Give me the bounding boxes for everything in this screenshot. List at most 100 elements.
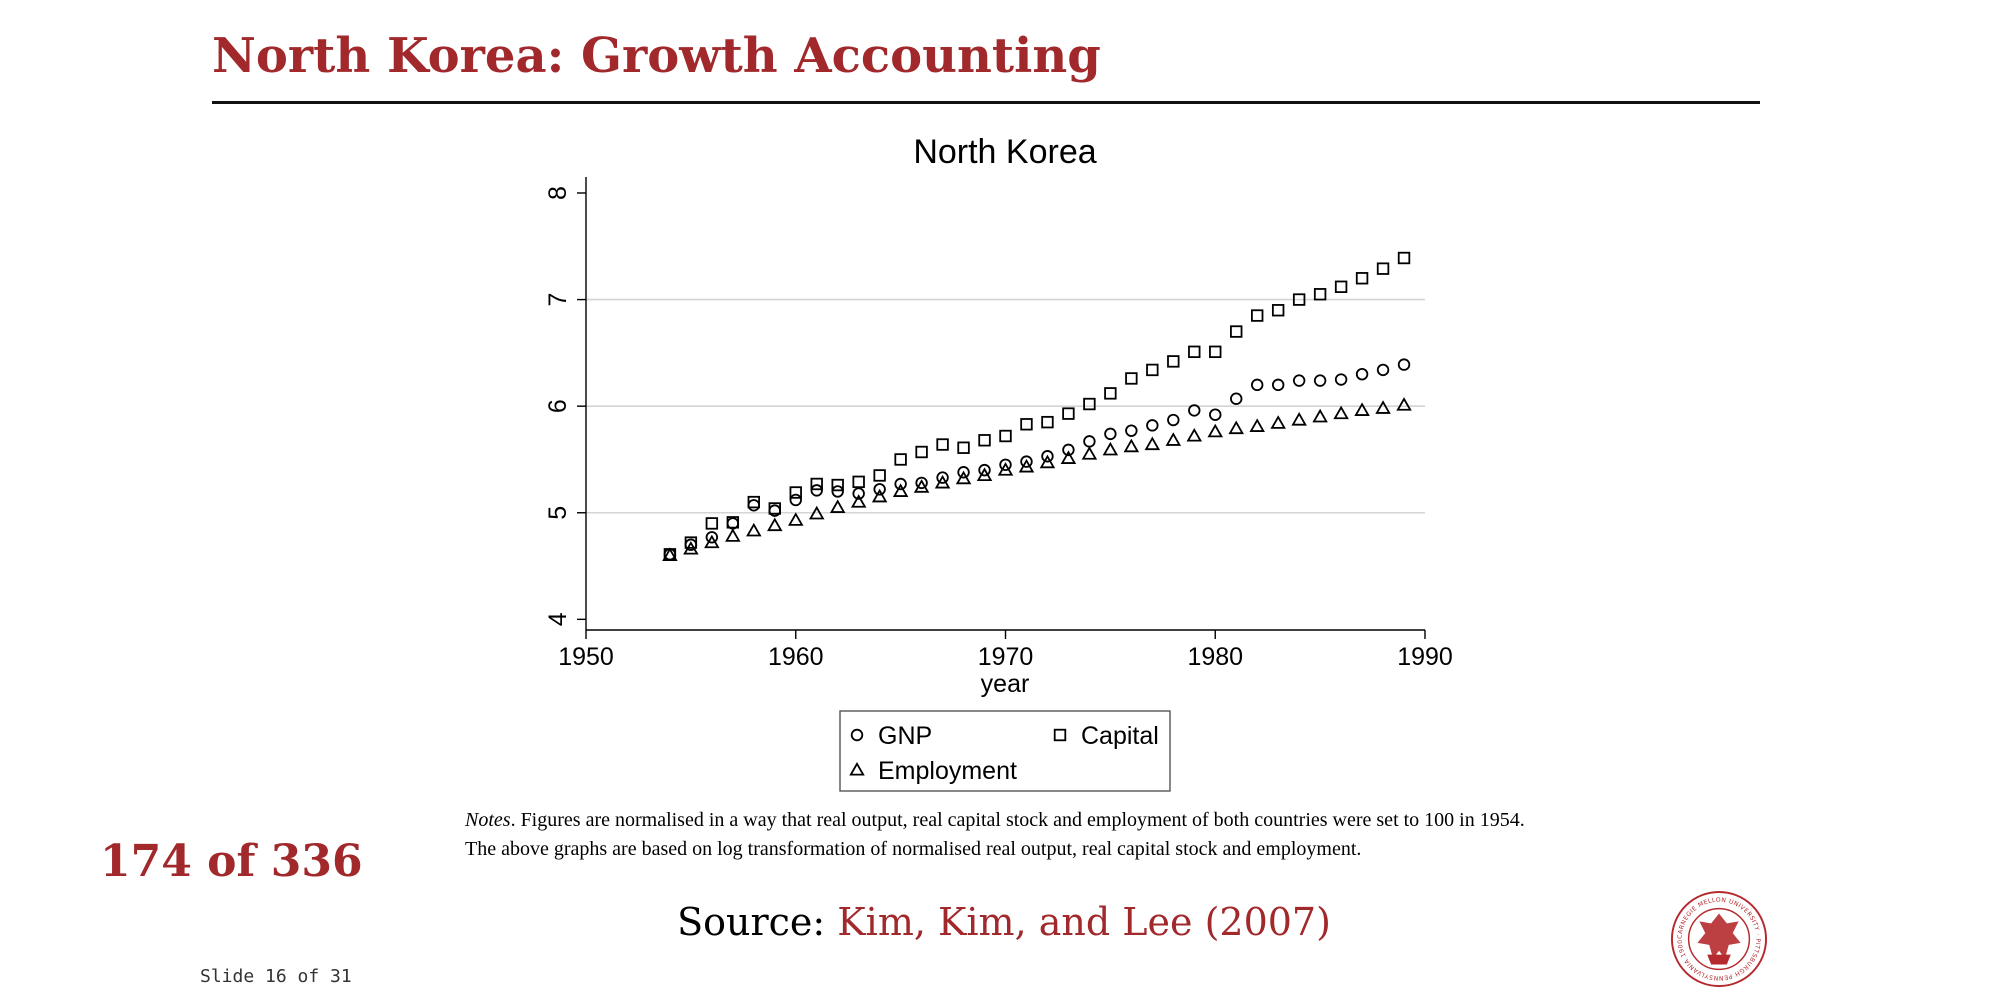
capital-point-1963 [852, 475, 865, 489]
gnp-point-1967 [936, 471, 949, 484]
employment-point-1972 [1039, 454, 1056, 469]
capital-point-1982 [1251, 309, 1264, 322]
gnp-point-1958 [747, 499, 761, 512]
capital-point-1983 [1271, 304, 1285, 317]
chart-legend: GNP Capital Employment [839, 710, 1171, 792]
series-capital [663, 251, 1411, 561]
employment-point-1980 [1207, 423, 1224, 438]
gnp-point-1966 [915, 476, 928, 490]
notes-label: Notes [465, 809, 511, 831]
gnp-point-1964 [873, 483, 886, 496]
source-citation-link[interactable]: Kim, Kim, and Lee (2007) [837, 900, 1331, 944]
capital-point-1972 [1041, 415, 1054, 429]
legend-box [839, 710, 1171, 792]
employment-point-1960 [787, 512, 804, 526]
employment-point-1989 [1396, 397, 1412, 411]
capital-point-1955 [684, 536, 698, 549]
employment-point-1970 [997, 462, 1014, 476]
legend-marker-employment [849, 761, 865, 776]
gnp-point-1969 [978, 463, 991, 477]
chart-points [662, 251, 1412, 561]
employment-point-1976 [1123, 438, 1140, 453]
employment-point-1986 [1333, 405, 1349, 420]
gnp-point-1978 [1167, 413, 1180, 427]
x-axis-label: year [981, 670, 1030, 698]
chart-grid [586, 298, 1425, 514]
source-line: Source: Kim, Kim, and Lee (2007) [0, 900, 2008, 944]
x-tick-label-1960: 1960 [768, 643, 824, 671]
source-label: Source: [677, 900, 826, 944]
employment-point-1957 [725, 528, 741, 542]
slide-title: North Korea: Growth Accounting [212, 28, 1101, 84]
gnp-point-1962 [831, 485, 844, 498]
employment-point-1981 [1228, 420, 1244, 435]
gnp-point-1970 [999, 458, 1012, 471]
employment-point-1965 [892, 483, 909, 497]
chart-title: North Korea [913, 133, 1096, 171]
employment-point-1979 [1186, 427, 1203, 442]
gnp-point-1984 [1292, 374, 1306, 387]
capital-point-1979 [1188, 345, 1201, 359]
gnp-point-1972 [1041, 450, 1054, 463]
employment-point-1971 [1018, 458, 1035, 473]
x-tick-label-1950: 1950 [558, 643, 614, 671]
capital-point-1987 [1355, 272, 1369, 285]
capital-point-1962 [831, 478, 844, 492]
y-tick-label-6: 6 [544, 399, 572, 413]
y-tick-label-7: 7 [544, 293, 572, 307]
capital-point-1969 [978, 434, 991, 447]
capital-point-1985 [1313, 288, 1327, 301]
y-tick-label-5: 5 [544, 506, 572, 520]
employment-point-1958 [746, 522, 762, 537]
employment-point-1985 [1312, 408, 1328, 423]
slide-counter: 174 of 336 [100, 836, 363, 887]
gnp-point-1981 [1230, 392, 1243, 405]
capital-point-1989 [1397, 251, 1411, 265]
gnp-point-1977 [1146, 419, 1159, 432]
capital-point-1964 [873, 469, 886, 482]
series-employment [662, 397, 1412, 561]
capital-point-1957 [726, 516, 740, 529]
capital-point-1968 [957, 441, 970, 454]
chart-notes: Notes. Figures are normalised in a way t… [465, 806, 1535, 864]
capital-point-1981 [1230, 325, 1243, 338]
employment-point-1968 [955, 470, 972, 485]
gnp-point-1983 [1271, 378, 1285, 392]
gnp-point-1975 [1104, 427, 1117, 441]
capital-point-1960 [789, 486, 802, 499]
employment-point-1975 [1102, 441, 1119, 456]
gnp-point-1974 [1083, 435, 1096, 448]
notes-text: . Figures are normalised in a way that r… [465, 809, 1525, 860]
employment-point-1966 [913, 479, 930, 493]
employment-point-1982 [1249, 418, 1265, 432]
gnp-point-1965 [894, 477, 907, 491]
gnp-point-1986 [1334, 373, 1348, 386]
x-tick-label-1970: 1970 [978, 643, 1034, 671]
gnp-point-1961 [810, 484, 823, 497]
gnp-point-1987 [1355, 367, 1369, 381]
employment-point-1967 [934, 474, 951, 489]
employment-point-1956 [704, 534, 720, 549]
gnp-point-1976 [1125, 424, 1138, 437]
capital-point-1973 [1062, 407, 1075, 420]
employment-point-1961 [808, 505, 825, 520]
gnp-point-1985 [1313, 374, 1327, 387]
employment-point-1964 [871, 488, 888, 503]
capital-point-1971 [1020, 418, 1033, 431]
capital-point-1965 [894, 453, 907, 466]
gnp-point-1979 [1188, 404, 1201, 417]
gnp-point-1971 [1020, 455, 1033, 468]
slide-number: Slide 16 of 31 [200, 966, 352, 987]
gnp-point-1960 [789, 493, 802, 507]
capital-point-1984 [1292, 293, 1306, 306]
legend-label-capital: Capital [1081, 722, 1159, 750]
capital-point-1980 [1209, 345, 1222, 359]
employment-point-1962 [829, 499, 846, 513]
capital-point-1958 [747, 495, 761, 509]
employment-point-1974 [1081, 446, 1098, 460]
title-rule [212, 101, 1760, 104]
gnp-point-1956 [705, 531, 719, 544]
gnp-point-1982 [1250, 378, 1264, 392]
legend-label-employment: Employment [878, 757, 1017, 785]
university-seal-logo: CARNEGIE MELLON UNIVERSITY · PITTSBURGH … [1670, 890, 1768, 988]
